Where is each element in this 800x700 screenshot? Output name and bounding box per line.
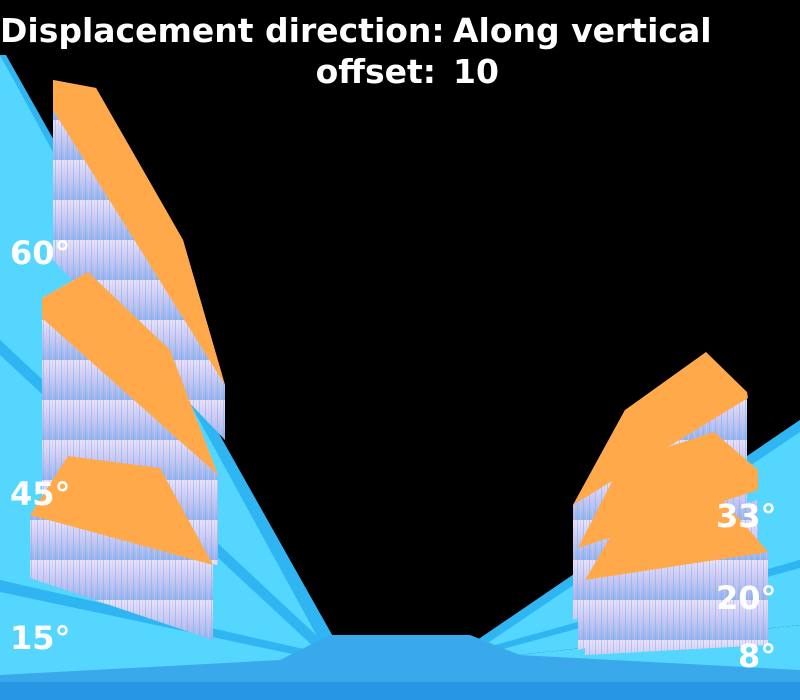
direction-value: Along vertical — [453, 11, 712, 50]
angle-label-8: 8° — [738, 637, 777, 675]
floor-strip — [0, 682, 800, 700]
block-45-top — [42, 272, 218, 475]
offset-value: 10 — [453, 52, 499, 91]
offset-label: offset: — [315, 52, 436, 91]
block-8-side — [585, 552, 768, 655]
left-blocks — [30, 80, 225, 640]
block-15-side — [30, 515, 213, 640]
angle-label-15: 15° — [10, 619, 71, 657]
block-33-top — [573, 352, 748, 505]
angle-label-20: 20° — [716, 579, 777, 617]
angle-label-33: 33° — [716, 497, 777, 535]
block-8-top — [585, 487, 768, 580]
block-15-top — [30, 456, 213, 565]
angle-label-60: 60° — [10, 234, 71, 272]
angle-label-45: 45° — [10, 475, 71, 513]
direction-label: Displacement direction: — [0, 11, 445, 50]
right-blocks — [573, 352, 768, 655]
block-60-top — [53, 80, 225, 385]
